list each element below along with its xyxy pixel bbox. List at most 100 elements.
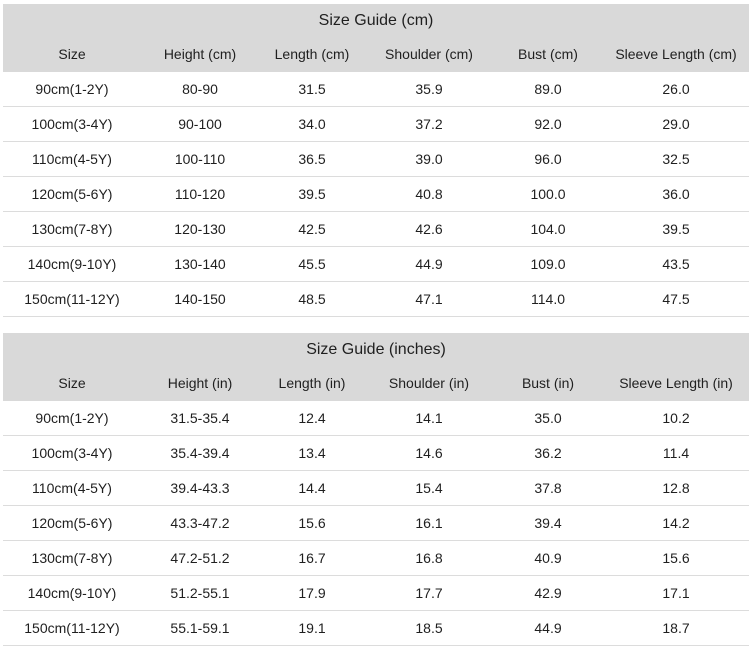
measurement-cell: 32.5 [603,141,749,177]
measurement-cell: 39.5 [603,211,749,247]
measurement-cell: 31.5-35.4 [141,401,259,436]
size-cell: 110cm(4-5Y) [3,141,141,177]
measurement-cell: 31.5 [259,72,365,107]
table-row: 150cm(11-12Y) 140-150 48.5 47.1 114.0 47.5 [3,281,749,317]
measurement-cell: 13.4 [259,435,365,471]
table-row: 140cm(9-10Y) 51.2-55.1 17.9 17.7 42.9 17.1 [3,575,749,611]
measurement-cell: 120-130 [141,211,259,247]
measurement-cell: 114.0 [493,281,603,317]
header-row: Size Height (in) Length (in) Shoulder (in) B… [3,365,749,401]
size-table-inches: Size Guide (inches) Size Height (in) Lengt… [3,333,749,646]
column-header: Bust (in) [493,365,603,401]
measurement-cell: 10.2 [603,401,749,436]
table-row: 100cm(3-4Y) 90-100 34.0 37.2 92.0 29.0 [3,106,749,142]
measurement-cell: 40.9 [493,540,603,576]
measurement-cell: 29.0 [603,106,749,142]
measurement-cell: 18.5 [365,610,493,646]
table-row: 130cm(7-8Y) 120-130 42.5 42.6 104.0 39.5 [3,211,749,247]
measurement-cell: 37.8 [493,470,603,506]
measurement-cell: 42.5 [259,211,365,247]
table-row: 140cm(9-10Y) 130-140 45.5 44.9 109.0 43.5 [3,246,749,282]
size-cell: 150cm(11-12Y) [3,610,141,646]
table-row: 120cm(5-6Y) 110-120 39.5 40.8 100.0 36.0 [3,176,749,212]
table-row: 150cm(11-12Y) 55.1-59.1 19.1 18.5 44.9 18.7 [3,610,749,646]
table-title: Size Guide (inches) [3,333,749,365]
measurement-cell: 44.9 [365,246,493,282]
measurement-cell: 19.1 [259,610,365,646]
column-header: Length (in) [259,365,365,401]
size-cell: 130cm(7-8Y) [3,540,141,576]
column-header: Bust (cm) [493,36,603,72]
table-body: 90cm(1-2Y) 31.5-35.4 12.4 14.1 35.0 10.2 100cm… [3,401,749,646]
measurement-cell: 34.0 [259,106,365,142]
measurement-cell: 15.4 [365,470,493,506]
table-body: 90cm(1-2Y) 80-90 31.5 35.9 89.0 26.0 100cm(3-4… [3,72,749,317]
measurement-cell: 16.7 [259,540,365,576]
measurement-cell: 36.5 [259,141,365,177]
measurement-cell: 39.0 [365,141,493,177]
measurement-cell: 42.6 [365,211,493,247]
table-row: 90cm(1-2Y) 80-90 31.5 35.9 89.0 26.0 [3,72,749,107]
measurement-cell: 36.0 [603,176,749,212]
measurement-cell: 43.3-47.2 [141,505,259,541]
size-cell: 110cm(4-5Y) [3,470,141,506]
size-cell: 130cm(7-8Y) [3,211,141,247]
measurement-cell: 12.4 [259,401,365,436]
measurement-cell: 90-100 [141,106,259,142]
measurement-cell: 89.0 [493,72,603,107]
size-cell: 100cm(3-4Y) [3,435,141,471]
size-cell: 140cm(9-10Y) [3,575,141,611]
measurement-cell: 39.4-43.3 [141,470,259,506]
measurement-cell: 55.1-59.1 [141,610,259,646]
size-guide-cm: Size Guide (cm) Size Height (cm) Length (c… [3,4,749,317]
measurement-cell: 14.1 [365,401,493,436]
measurement-cell: 15.6 [603,540,749,576]
measurement-cell: 16.1 [365,505,493,541]
measurement-cell: 37.2 [365,106,493,142]
measurement-cell: 47.1 [365,281,493,317]
measurement-cell: 11.4 [603,435,749,471]
header-row: Size Height (cm) Length (cm) Shoulder (cm) B… [3,36,749,72]
measurement-cell: 12.8 [603,470,749,506]
measurement-cell: 44.9 [493,610,603,646]
column-header: Shoulder (cm) [365,36,493,72]
measurement-cell: 35.9 [365,72,493,107]
size-cell: 120cm(5-6Y) [3,505,141,541]
measurement-cell: 39.4 [493,505,603,541]
measurement-cell: 100-110 [141,141,259,177]
measurement-cell: 26.0 [603,72,749,107]
measurement-cell: 17.1 [603,575,749,611]
measurement-cell: 16.8 [365,540,493,576]
measurement-cell: 14.2 [603,505,749,541]
measurement-cell: 96.0 [493,141,603,177]
size-guide-inches: Size Guide (inches) Size Height (in) Lengt… [3,333,749,646]
measurement-cell: 14.4 [259,470,365,506]
measurement-cell: 15.6 [259,505,365,541]
column-header: Sleeve Length (in) [603,365,749,401]
measurement-cell: 51.2-55.1 [141,575,259,611]
measurement-cell: 40.8 [365,176,493,212]
measurement-cell: 100.0 [493,176,603,212]
table-row: 120cm(5-6Y) 43.3-47.2 15.6 16.1 39.4 14.2 [3,505,749,541]
table-row: 100cm(3-4Y) 35.4-39.4 13.4 14.6 36.2 11.4 [3,435,749,471]
table-row: 130cm(7-8Y) 47.2-51.2 16.7 16.8 40.9 15.6 [3,540,749,576]
measurement-cell: 47.5 [603,281,749,317]
measurement-cell: 36.2 [493,435,603,471]
measurement-cell: 48.5 [259,281,365,317]
size-cell: 150cm(11-12Y) [3,281,141,317]
table-row: 110cm(4-5Y) 100-110 36.5 39.0 96.0 32.5 [3,141,749,177]
measurement-cell: 17.7 [365,575,493,611]
column-header: Shoulder (in) [365,365,493,401]
measurement-cell: 80-90 [141,72,259,107]
size-cell: 90cm(1-2Y) [3,72,141,107]
measurement-cell: 42.9 [493,575,603,611]
column-header: Height (in) [141,365,259,401]
column-header: Size [3,365,141,401]
measurement-cell: 39.5 [259,176,365,212]
measurement-cell: 17.9 [259,575,365,611]
measurement-cell: 92.0 [493,106,603,142]
measurement-cell: 140-150 [141,281,259,317]
size-cell: 100cm(3-4Y) [3,106,141,142]
measurement-cell: 110-120 [141,176,259,212]
measurement-cell: 43.5 [603,246,749,282]
